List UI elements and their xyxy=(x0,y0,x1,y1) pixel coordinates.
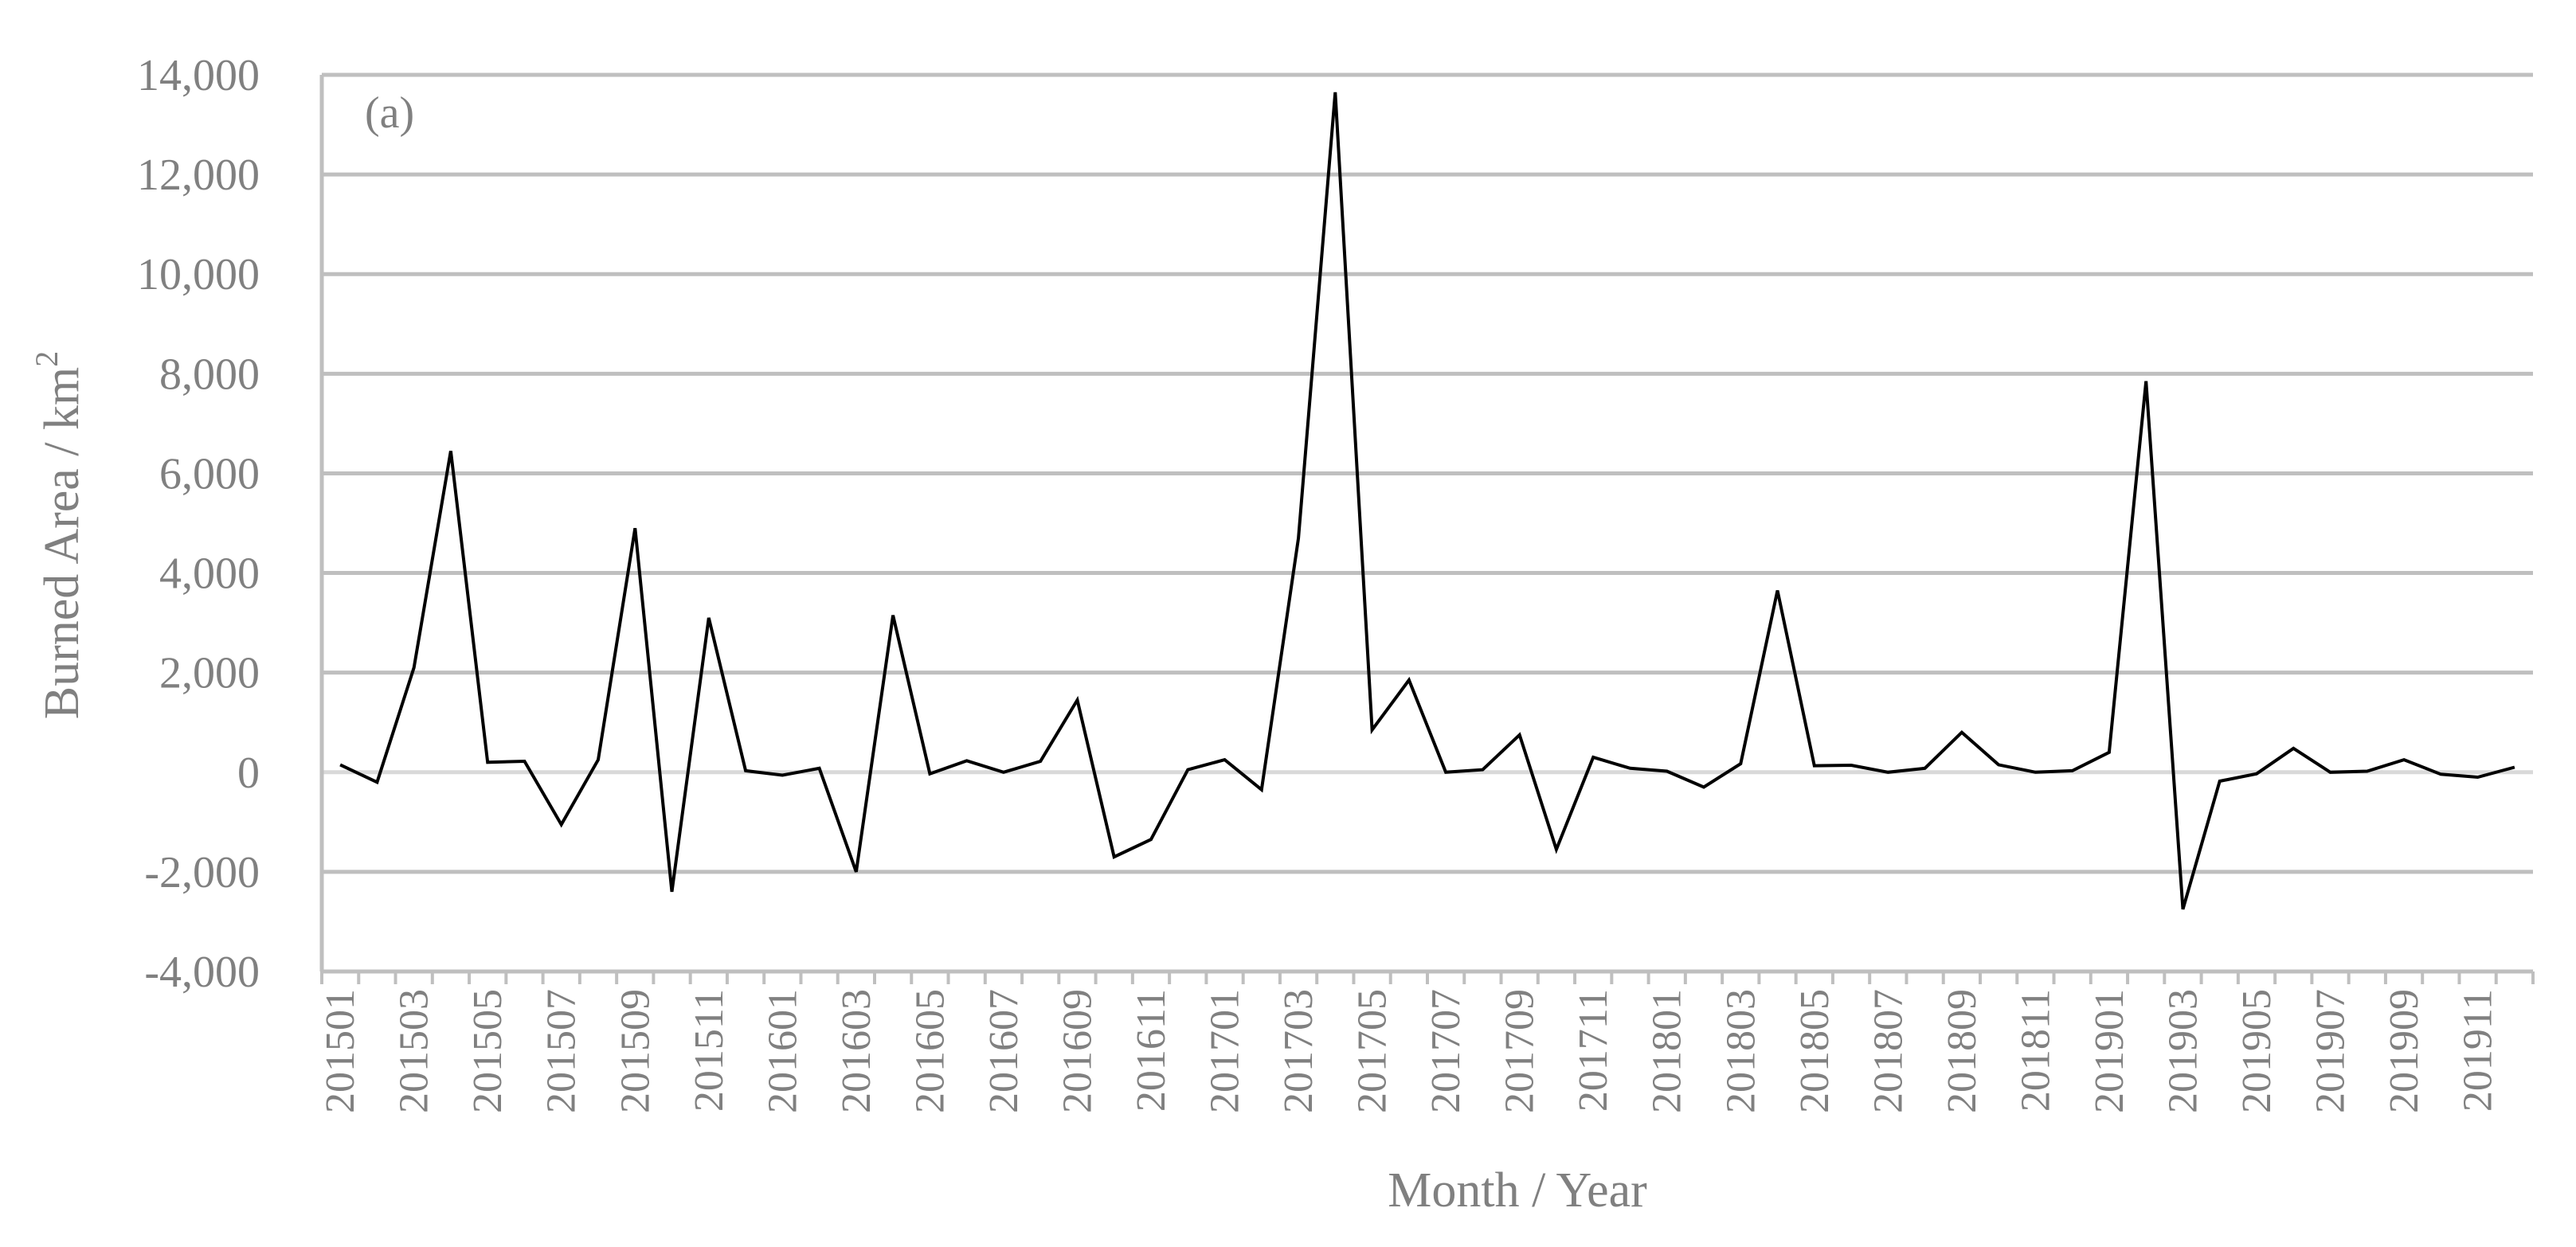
y-tick-label: 0 xyxy=(237,749,260,798)
y-axis-tick-labels: -4,000 -2,000 0 2,000 4,000 6,000 8,000 10,000 1… xyxy=(137,51,260,997)
y-axis-title-text: Burned Area / km xyxy=(35,367,89,720)
x-tick-label: 201703 xyxy=(1276,989,1321,1113)
y-tick-label: 14,000 xyxy=(137,51,260,100)
x-tick-label: 201701 xyxy=(1203,989,1248,1113)
x-tick-label: 201605 xyxy=(907,989,953,1113)
x-tick-label: 201711 xyxy=(1571,989,1616,1112)
y-tick-label: -4,000 xyxy=(144,948,260,997)
series xyxy=(339,92,2515,910)
y-tick-label: 2,000 xyxy=(159,649,260,698)
gridlines xyxy=(322,72,2533,874)
y-tick-label: 8,000 xyxy=(159,350,260,399)
x-tick-label: 201511 xyxy=(687,989,732,1112)
x-tick-label: 201903 xyxy=(2160,989,2206,1113)
x-axis xyxy=(319,75,2535,984)
x-axis-tick-labels: 201501 201503 201505 201507 201509 201511 2016… xyxy=(318,989,2500,1113)
x-tick-label: 201709 xyxy=(1497,989,1543,1113)
x-tick-label: 201907 xyxy=(2308,989,2354,1113)
y-tick-label: 6,000 xyxy=(159,449,260,498)
x-tick-label: 201501 xyxy=(318,989,363,1113)
x-tick-label: 201905 xyxy=(2234,989,2280,1113)
y-tick-label: 4,000 xyxy=(159,549,260,599)
x-tick-label: 201807 xyxy=(1865,989,1911,1113)
x-tick-label: 201507 xyxy=(539,989,585,1113)
x-tick-label: 201909 xyxy=(2382,989,2427,1113)
x-tick-label: 201601 xyxy=(760,989,805,1113)
y-tick-label: 10,000 xyxy=(137,250,260,299)
x-tick-label: 201811 xyxy=(2013,989,2058,1112)
x-tick-label: 201809 xyxy=(1940,989,1985,1113)
x-tick-label: 201707 xyxy=(1423,989,1469,1113)
x-tick-label: 201901 xyxy=(2087,989,2132,1113)
x-tick-label: 201505 xyxy=(465,989,511,1113)
x-tick-label: 201509 xyxy=(613,989,658,1113)
x-tick-label: 201803 xyxy=(1718,989,1764,1113)
x-tick-label: 201503 xyxy=(392,989,437,1113)
x-tick-label: 201801 xyxy=(1645,989,1690,1113)
y-axis-title: Burned Area / km2 xyxy=(29,351,89,720)
x-tick-label: 201705 xyxy=(1350,989,1396,1113)
y-axis-title-superscript: 2 xyxy=(29,351,65,367)
x-tick-label: 201609 xyxy=(1055,989,1100,1113)
x-axis-title: Month / Year xyxy=(1388,1163,1647,1218)
y-tick-label: -2,000 xyxy=(144,848,260,897)
x-tick-label: 201911 xyxy=(2456,989,2501,1112)
x-tick-label: 201607 xyxy=(981,989,1027,1113)
x-tick-label: 201805 xyxy=(1792,989,1838,1113)
x-tick-label: 201603 xyxy=(834,989,879,1113)
x-tick-label: 201611 xyxy=(1129,989,1174,1112)
panel-label: (a) xyxy=(365,88,414,138)
y-tick-label: 12,000 xyxy=(137,150,260,200)
series-line-0 xyxy=(339,92,2515,910)
